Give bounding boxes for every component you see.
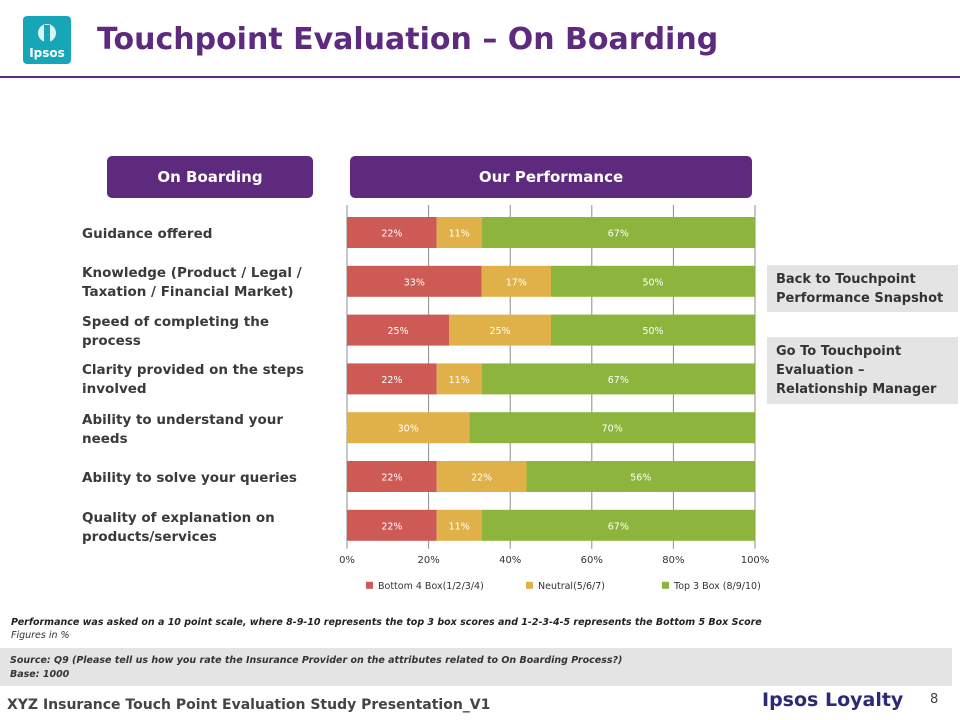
bar-segment: [436, 217, 482, 248]
data-label: 25%: [387, 326, 408, 337]
bar-segment: [481, 363, 755, 395]
attribute-label-clarity: Clarity provided on the steps involved: [82, 362, 304, 397]
bar-segment: [481, 265, 551, 297]
data-label: 17%: [506, 277, 527, 288]
x-tick-label: 0%: [339, 555, 355, 566]
bar-segment: [551, 314, 755, 346]
data-label: 11%: [449, 521, 470, 532]
back-to-snapshot-link[interactable]: Back to Touchpoint Performance Snapshot: [767, 265, 958, 312]
data-label: 22%: [381, 521, 402, 532]
on-boarding-header: On Boarding: [107, 156, 313, 198]
bar-segment: [347, 265, 482, 297]
bar-segment: [436, 363, 482, 395]
scale-note: Performance was asked on a 10 point scal…: [11, 617, 762, 628]
page-title: Touchpoint Evaluation – On Boarding: [97, 22, 719, 57]
data-label: 22%: [381, 473, 402, 484]
bar-segment: [347, 314, 449, 346]
data-label: 22%: [471, 473, 492, 484]
data-label: 70%: [602, 424, 623, 435]
go-to-relationship-manager-link[interactable]: Go To Touchpoint Evaluation – Relationsh…: [767, 337, 958, 404]
logo-text: Ipsos: [29, 46, 65, 60]
attribute-label-quality-explanation: Quality of explanation on products/servi…: [82, 510, 275, 545]
our-performance-header: Our Performance: [350, 156, 752, 198]
bar-segment: [347, 509, 437, 541]
bar-segment: [526, 461, 755, 492]
data-label: 67%: [608, 375, 629, 386]
data-label: 67%: [608, 521, 629, 532]
legend-label: Neutral(5/6/7): [538, 581, 605, 592]
legend-label: Bottom 4 Box(1/2/3/4): [378, 581, 484, 592]
data-label: 50%: [642, 277, 663, 288]
attribute-label-speed: Speed of completing the process: [82, 314, 269, 349]
legend-label: Top 3 Box (8/9/10): [673, 581, 761, 592]
source-box: Source: Q9 (Please tell us how you rate …: [0, 648, 952, 686]
bar-segment: [481, 217, 755, 248]
attribute-label-knowledge: Knowledge (Product / Legal / Taxation / …: [82, 265, 302, 300]
x-tick-label: 60%: [581, 555, 603, 566]
page-number: 8: [930, 692, 939, 707]
x-tick-label: 40%: [499, 555, 521, 566]
data-label: 22%: [381, 229, 402, 240]
ipsos-loyalty-brand: Ipsos Loyalty: [762, 689, 904, 711]
data-label: 56%: [630, 473, 651, 484]
data-label: 11%: [449, 375, 470, 386]
data-label: 22%: [381, 375, 402, 386]
attribute-label-understand-needs: Ability to understand your needs: [82, 412, 283, 447]
data-label: 67%: [608, 229, 629, 240]
x-tick-label: 80%: [662, 555, 684, 566]
legend-swatch: [526, 581, 533, 589]
source-base: Base: 1000: [10, 669, 70, 680]
x-tick-label: 100%: [741, 555, 770, 566]
ipsos-logo-icon: Ipsos: [23, 16, 71, 64]
bar-segment: [449, 314, 551, 346]
attribute-label-guidance: Guidance offered: [82, 225, 213, 242]
attribute-label-solve-queries: Ability to solve your queries: [82, 469, 297, 486]
data-label: 30%: [398, 424, 419, 435]
bar-segment: [347, 461, 437, 492]
title-divider: [0, 76, 960, 78]
legend-swatch: [366, 581, 373, 589]
source-question: Source: Q9 (Please tell us how you rate …: [10, 655, 623, 666]
study-title: XYZ Insurance Touch Point Evaluation Stu…: [7, 697, 491, 713]
bar-segment: [481, 509, 755, 541]
bar-segment: [347, 217, 437, 248]
data-label: 50%: [642, 326, 663, 337]
figures-note: Figures in %: [11, 630, 70, 641]
x-tick-label: 20%: [417, 555, 439, 566]
bar-segment: [436, 509, 482, 541]
data-label: 11%: [449, 229, 470, 240]
bar-segment: [347, 363, 437, 395]
performance-stacked-bar-chart: 22%11%67%33%17%50%25%25%50%22%11%67%%30%…: [339, 205, 770, 592]
bar-segment: [469, 412, 755, 444]
data-label: 25%: [489, 326, 510, 337]
data-label: 33%: [404, 277, 425, 288]
bar-segment: [436, 461, 527, 492]
legend-swatch: [662, 581, 669, 589]
bar-segment: [551, 265, 755, 297]
bar-segment: [347, 412, 470, 444]
